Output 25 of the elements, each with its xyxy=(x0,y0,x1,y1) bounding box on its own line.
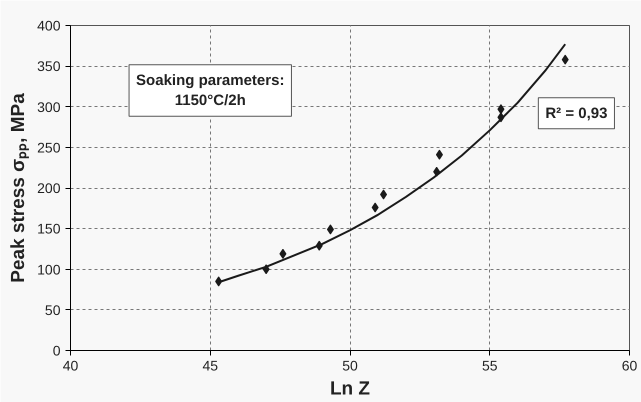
y-tick-label: 0 xyxy=(52,342,61,358)
point xyxy=(279,248,286,259)
x-tick-label: 45 xyxy=(202,358,218,374)
y-axis-title: Peak stress σₚₚ, MPa xyxy=(8,92,30,283)
y-tick-label: 300 xyxy=(37,98,61,115)
y-tick-label: 100 xyxy=(37,261,61,278)
x-tick-label: 55 xyxy=(482,358,498,374)
point xyxy=(380,190,388,200)
y-tick-label: 400 xyxy=(37,18,61,34)
point xyxy=(562,54,569,65)
x-axis-title: Ln Z xyxy=(330,378,370,400)
annotation: Soaking parameters: 1150°C/2h xyxy=(136,72,284,110)
y-tick-label: 200 xyxy=(37,180,61,196)
x-tick-label: 60 xyxy=(622,358,638,374)
y-tick-label: 50 xyxy=(44,302,61,318)
point xyxy=(497,104,504,114)
point xyxy=(436,150,443,160)
x-tick-label: 40 xyxy=(62,358,78,374)
x-tick-label: 50 xyxy=(342,358,358,374)
y-tick-label: 250 xyxy=(37,139,61,156)
y-tick-label: 350 xyxy=(37,58,61,74)
annotation: R² = 0,93 xyxy=(545,104,608,122)
point xyxy=(372,202,379,212)
y-tick-label: 150 xyxy=(37,220,61,237)
point xyxy=(326,224,334,234)
